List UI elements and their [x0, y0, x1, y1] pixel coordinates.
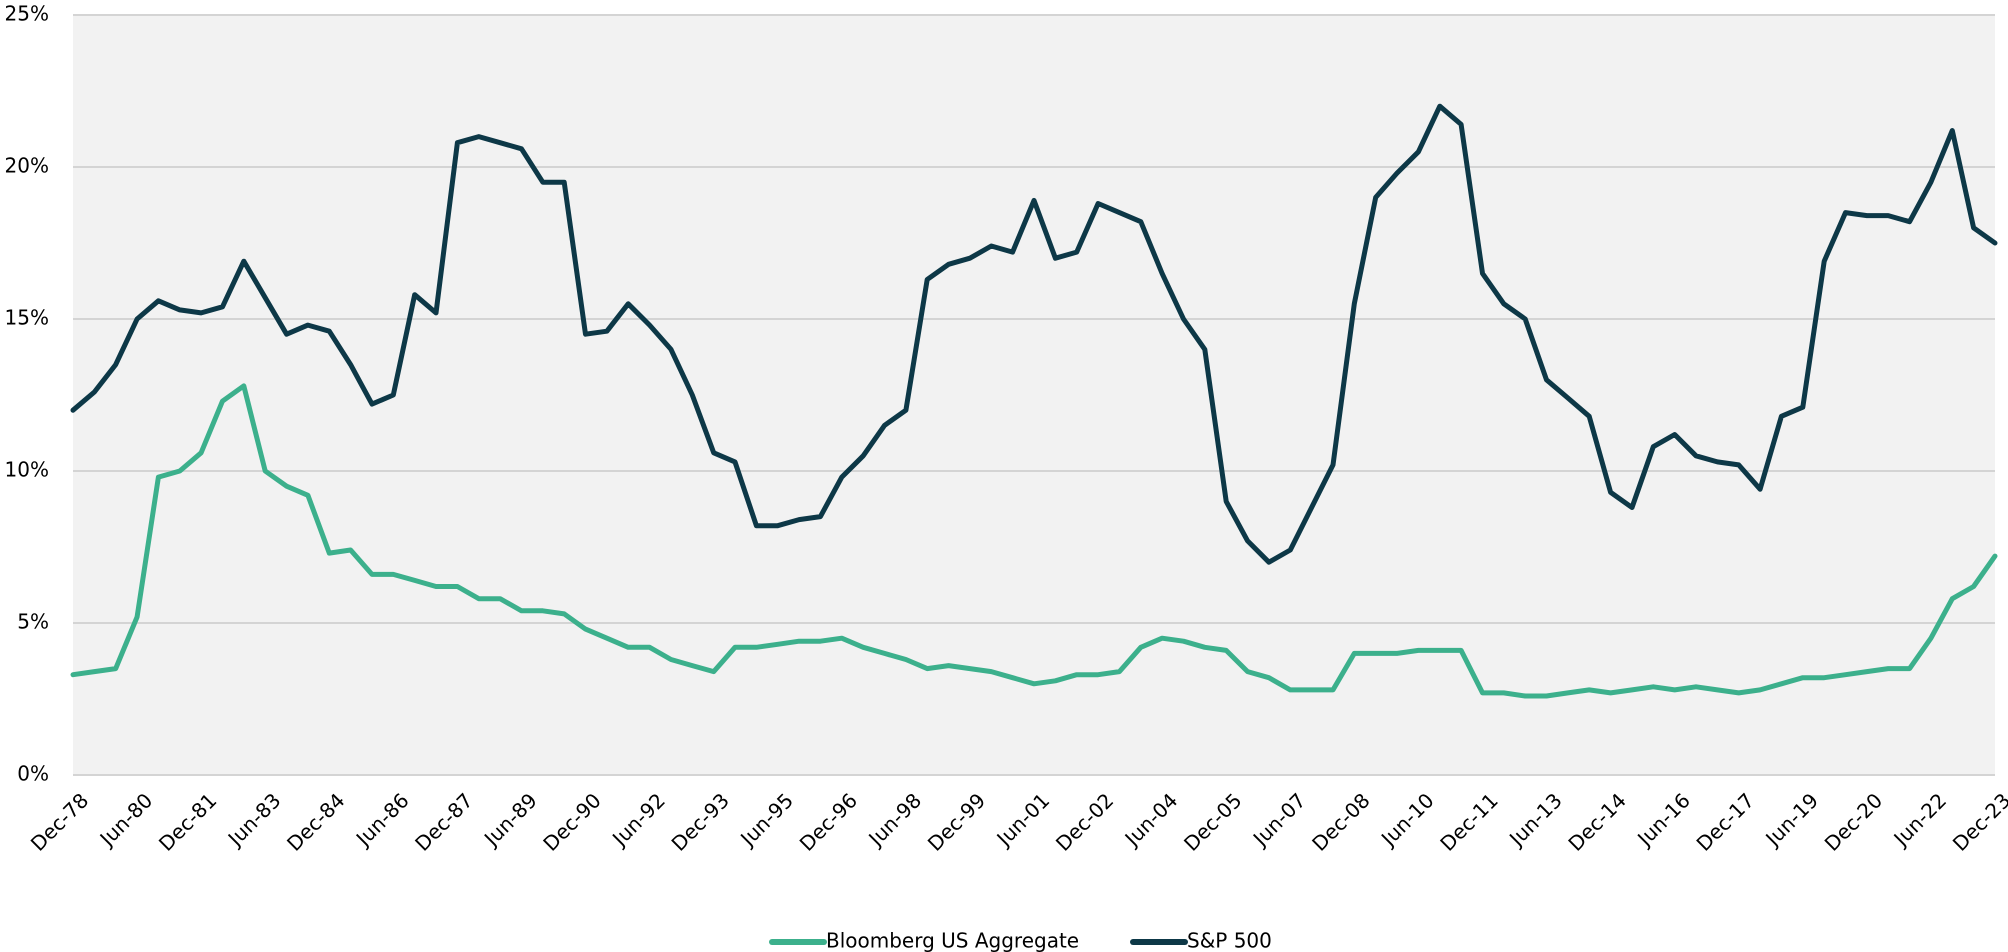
x-tick-label: Dec-08	[1307, 788, 1374, 855]
x-tick-label: Dec-96	[795, 788, 862, 855]
x-tick-label: Dec-87	[410, 788, 477, 855]
x-tick-label: Dec-84	[282, 788, 349, 855]
x-tick-label: Dec-11	[1435, 788, 1502, 855]
x-tick-label: Jun-80	[94, 788, 158, 852]
x-tick-label: Dec-05	[1179, 788, 1246, 855]
x-tick-label: Jun-01	[991, 788, 1055, 852]
plot-area	[73, 15, 1995, 775]
y-tick-label: 25%	[5, 2, 49, 26]
series-line	[70, 103, 1998, 565]
x-tick-label: Dec-99	[923, 788, 990, 855]
x-tick-label: Dec-93	[667, 788, 734, 855]
x-tick-label: Dec-02	[1051, 788, 1118, 855]
y-tick-label: 0%	[17, 762, 49, 786]
y-tick-label: 15%	[5, 306, 49, 330]
y-tick-label: 5%	[17, 610, 49, 634]
x-tick-label: Jun-95	[734, 788, 798, 852]
y-tick-label: 20%	[5, 154, 49, 178]
series-line	[70, 383, 1998, 699]
legend-label: Bloomberg US Aggregate	[826, 929, 1079, 952]
y-tick-label: 10%	[5, 458, 49, 482]
x-tick-label: Dec-17	[1692, 788, 1759, 855]
legend-label: S&P 500	[1187, 929, 1272, 952]
x-tick-label: Dec-14	[1563, 788, 1630, 855]
x-tick-label: Jun-10	[1375, 788, 1439, 852]
x-tick-label: Dec-20	[1820, 788, 1887, 855]
x-tick-label: Jun-86	[350, 788, 414, 852]
x-tick-label: Jun-92	[606, 788, 670, 852]
x-tick-label: Dec-78	[26, 788, 93, 855]
x-tick-label: Dec-81	[154, 788, 221, 855]
x-tick-label: Dec-90	[538, 788, 605, 855]
x-tick-label: Dec-23	[1948, 788, 2008, 855]
x-tick-label: Jun-83	[222, 788, 286, 852]
x-tick-label: Jun-98	[863, 788, 927, 852]
x-tick-label: Jun-16	[1631, 788, 1695, 852]
x-tick-label: Jun-13	[1503, 788, 1567, 852]
x-tick-label: Jun-04	[1119, 788, 1183, 852]
x-tick-label: Jun-07	[1247, 788, 1311, 852]
x-tick-label: Jun-89	[478, 788, 542, 852]
x-tick-label: Jun-19	[1760, 788, 1824, 852]
x-tick-label: Jun-22	[1888, 788, 1952, 852]
